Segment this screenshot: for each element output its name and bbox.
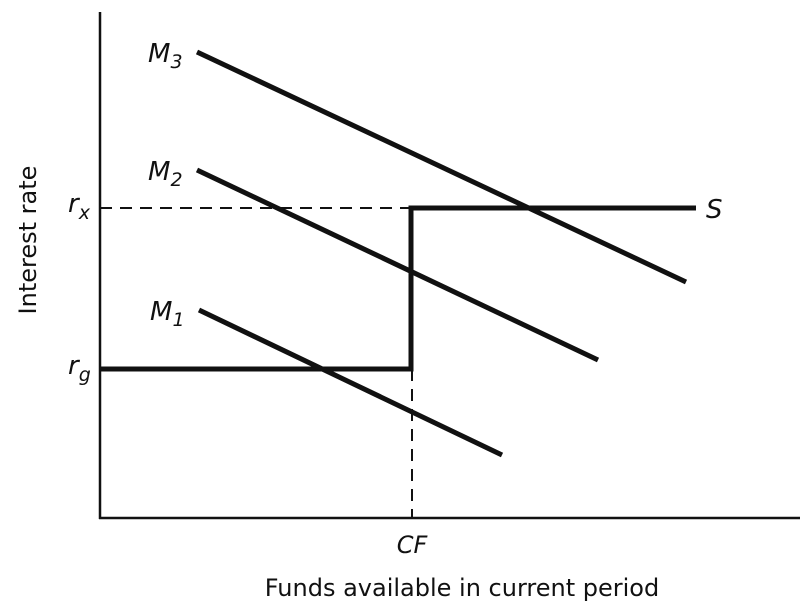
m1-label: M1: [150, 297, 185, 331]
label-sub: g: [79, 364, 91, 386]
label-base: M: [150, 297, 172, 327]
m3-curve: [195, 49, 688, 285]
rg-label: rg: [68, 351, 91, 386]
m2-label: M2: [148, 157, 183, 191]
x-axis-label: Funds available in current period: [265, 574, 659, 602]
m1-curve: [197, 307, 504, 458]
y-axis-label: Interest rate: [14, 166, 42, 315]
m2-curve: [195, 167, 600, 363]
supply-label: S: [706, 195, 723, 225]
label-base: r: [68, 351, 81, 381]
label-base: r: [68, 189, 81, 219]
cf-label: CF: [397, 531, 429, 559]
rx-label: rx: [68, 189, 91, 224]
label-sub: 3: [170, 51, 182, 73]
label-sub: x: [78, 202, 91, 224]
label-base: M: [148, 39, 170, 69]
supply-curve: [100, 205, 696, 372]
label-sub: 2: [170, 169, 182, 191]
m3-label: M3: [148, 39, 183, 73]
label-sub: 1: [172, 309, 184, 331]
label-base: M: [148, 157, 170, 187]
